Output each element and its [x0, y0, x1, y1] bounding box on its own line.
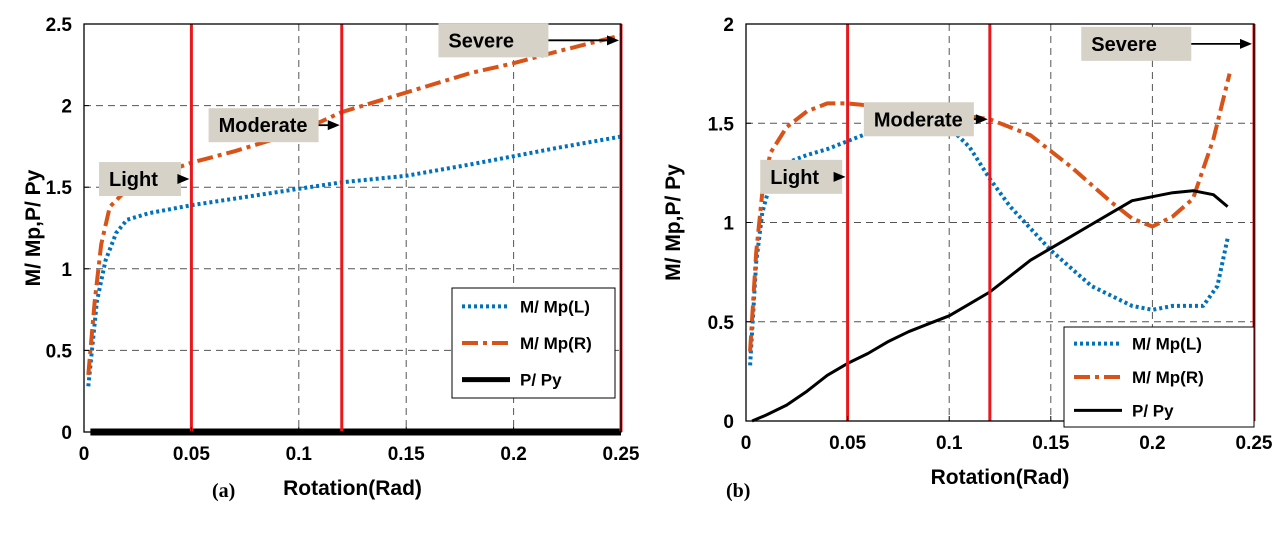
x-tick-label: 0.2 [1139, 433, 1165, 454]
x-tick-label: 0.2 [500, 444, 526, 465]
arrow-head [607, 35, 619, 46]
annotation-label: Severe [448, 30, 514, 52]
annotation-label: Moderate [219, 115, 308, 137]
arrow-head [833, 171, 846, 182]
annotation-label: Light [770, 167, 819, 189]
annotation-severe: Severe [438, 23, 619, 58]
chart-a: 0 0.05 0.1 0.15 0.2 0.25 0 0.5 1 1.5 2 2.5 Rotation(… [22, 15, 640, 500]
series-line-2 [86, 33, 622, 376]
legend-label-2: M/ Mp(R) [1132, 368, 1204, 387]
y-tick-label: 0.5 [46, 341, 73, 362]
y-tick-label: 1 [61, 260, 72, 281]
y-tick-label: 2.5 [46, 15, 73, 36]
y-tick-label: 0 [61, 423, 72, 444]
legend: M/ Mp(L) M/ Mp(R) P/ Py [1063, 326, 1255, 428]
x-tick-label: 0 [79, 444, 90, 465]
legend-label-3: P/ Py [520, 371, 562, 390]
arrow-head [327, 120, 340, 131]
x-tick-label: 0.1 [936, 433, 963, 454]
y-tick-label: 2 [61, 97, 72, 118]
legend: M/ Mp(L) M/ Mp(R) P/ Py [451, 287, 616, 399]
annotation-light: Light [99, 162, 190, 197]
y-tick-label: 1.5 [46, 178, 73, 199]
x-axis-label: Rotation(Rad) [283, 477, 422, 500]
x-tick-label: 0.25 [1236, 433, 1273, 454]
annotation-label: Light [109, 169, 158, 191]
y-tick-label: 1.5 [708, 114, 735, 135]
y-axis-label: M/ Mp,P/ Py [662, 164, 685, 281]
caption-a: (a) [212, 480, 236, 502]
x-tick-label: 0.15 [1032, 433, 1069, 454]
x-tick-label: 0.05 [173, 444, 210, 465]
caption-b: (b) [726, 480, 751, 502]
chart-panel-b: 0 0.05 0.1 0.15 0.2 0.25 0 0.5 1 1.5 2 Rotation(Rad… [642, 0, 1284, 533]
legend-label-1: M/ Mp(L) [520, 297, 590, 316]
y-axis-label: M/ Mp,P/ Py [22, 169, 45, 286]
y-tick-label: 0 [723, 412, 734, 433]
x-tick-label: 0.05 [829, 433, 866, 454]
annotation-label: Moderate [874, 109, 963, 131]
annotation-label: Severe [1091, 34, 1157, 56]
legend-label-3: P/ Py [1132, 401, 1174, 420]
annotation-light: Light [760, 159, 846, 194]
annotation-box [438, 23, 549, 58]
x-tick-label: 0.1 [286, 444, 313, 465]
arrow-head [975, 114, 988, 125]
x-tick-label: 0 [741, 433, 752, 454]
chart-panel-a: 0 0.05 0.1 0.15 0.2 0.25 0 0.5 1 1.5 2 2.5 Rotation(… [0, 0, 642, 533]
chart-b: 0 0.05 0.1 0.15 0.2 0.25 0 0.5 1 1.5 2 Rotation(Rad… [662, 15, 1273, 489]
legend-label-2: M/ Mp(R) [520, 334, 592, 353]
y-tick-label: 1 [723, 214, 734, 235]
x-tick-label: 0.25 [603, 444, 640, 465]
annotation-box [208, 108, 319, 143]
annotation-box [99, 162, 182, 197]
axes-box [83, 23, 622, 433]
annotation-box [863, 102, 974, 137]
y-tick-label: 0.5 [708, 313, 735, 334]
arrow-head [177, 174, 190, 185]
x-tick-label: 0.15 [388, 444, 425, 465]
annotation-box [760, 159, 843, 194]
legend-label-1: M/ Mp(L) [1132, 335, 1202, 354]
y-tick-label: 2 [723, 15, 734, 36]
x-axis-label: Rotation(Rad) [931, 466, 1070, 489]
annotation-severe: Severe [1081, 26, 1252, 61]
annotation-moderate: Moderate [863, 102, 988, 137]
annotation-box [1081, 26, 1192, 61]
arrow-head [1240, 38, 1252, 49]
annotation-moderate: Moderate [208, 108, 340, 143]
